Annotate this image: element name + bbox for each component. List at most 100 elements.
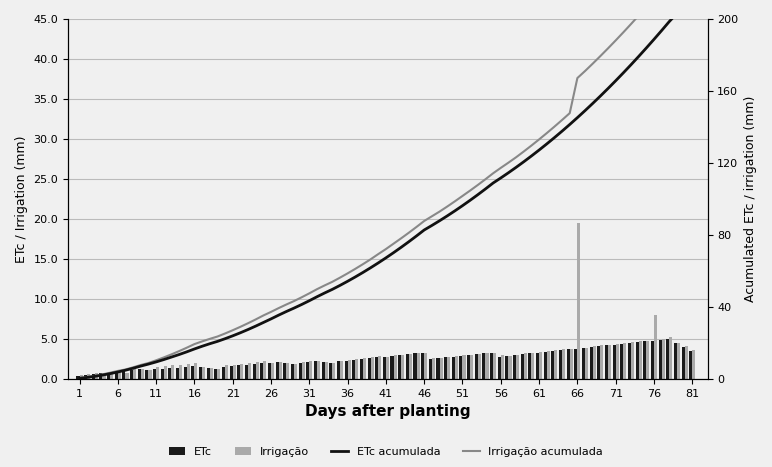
Bar: [520, 354, 523, 379]
Bar: [554, 350, 557, 379]
Bar: [601, 346, 604, 379]
Legend: ETc, Irrigação, ETc acumulada, Irrigação acumulada: ETc, Irrigação, ETc acumulada, Irrigação…: [164, 442, 608, 461]
Bar: [337, 361, 340, 379]
Bar: [386, 357, 389, 379]
Bar: [310, 361, 313, 379]
Bar: [470, 355, 473, 379]
Bar: [84, 375, 87, 379]
Bar: [232, 365, 235, 379]
Bar: [692, 350, 696, 379]
Bar: [260, 363, 263, 379]
Bar: [107, 373, 110, 379]
Bar: [240, 364, 243, 379]
Bar: [432, 358, 435, 379]
Bar: [417, 354, 420, 379]
Bar: [283, 363, 286, 379]
Bar: [391, 356, 394, 379]
Bar: [371, 357, 374, 379]
Bar: [654, 315, 657, 379]
Bar: [225, 366, 228, 379]
Bar: [577, 223, 581, 379]
Bar: [585, 348, 588, 379]
Bar: [161, 368, 164, 379]
Y-axis label: Acumulated ETc / irrigation (mm): Acumulated ETc / irrigation (mm): [744, 96, 757, 302]
Bar: [363, 358, 366, 379]
Bar: [490, 353, 493, 379]
Bar: [401, 355, 405, 379]
Bar: [643, 341, 646, 379]
Bar: [299, 363, 302, 379]
Bar: [685, 346, 688, 379]
Bar: [422, 353, 424, 379]
Bar: [394, 355, 397, 379]
Bar: [628, 343, 631, 379]
Bar: [662, 339, 665, 379]
Bar: [123, 371, 126, 379]
Bar: [215, 368, 218, 379]
Bar: [202, 367, 205, 379]
Bar: [256, 362, 259, 379]
Bar: [677, 343, 680, 379]
Bar: [317, 361, 320, 379]
Bar: [543, 352, 547, 379]
Bar: [424, 353, 427, 379]
Bar: [115, 372, 118, 379]
Bar: [187, 364, 190, 379]
Bar: [409, 354, 412, 379]
Bar: [598, 346, 601, 379]
Bar: [616, 344, 618, 379]
Bar: [513, 355, 516, 379]
Bar: [516, 355, 520, 379]
Bar: [452, 357, 455, 379]
Bar: [455, 356, 458, 379]
Bar: [559, 350, 562, 379]
Bar: [184, 367, 187, 379]
Bar: [302, 362, 305, 379]
Bar: [164, 366, 167, 379]
Bar: [447, 357, 450, 379]
Bar: [482, 354, 486, 379]
Bar: [462, 355, 466, 379]
Bar: [279, 362, 282, 379]
Bar: [486, 354, 489, 379]
Bar: [666, 339, 669, 379]
Bar: [528, 354, 531, 379]
Bar: [539, 352, 542, 379]
Bar: [682, 347, 685, 379]
Bar: [547, 351, 550, 379]
Bar: [141, 368, 144, 379]
Bar: [478, 354, 481, 379]
Bar: [263, 361, 266, 379]
Bar: [133, 369, 136, 379]
Bar: [638, 341, 642, 379]
Bar: [574, 349, 577, 379]
Bar: [613, 345, 616, 379]
Bar: [324, 362, 327, 379]
Bar: [605, 346, 608, 379]
Bar: [87, 374, 90, 379]
Bar: [355, 359, 358, 379]
Bar: [118, 371, 121, 379]
Bar: [620, 344, 623, 379]
Bar: [110, 372, 113, 379]
Bar: [506, 356, 509, 379]
Bar: [659, 340, 662, 379]
Bar: [179, 365, 182, 379]
Bar: [191, 366, 195, 379]
Bar: [398, 355, 401, 379]
Bar: [153, 369, 156, 379]
Bar: [245, 365, 248, 379]
Bar: [80, 375, 83, 379]
Bar: [176, 368, 179, 379]
Bar: [428, 359, 432, 379]
Bar: [646, 340, 649, 379]
Bar: [608, 345, 611, 379]
Bar: [414, 354, 417, 379]
Bar: [218, 368, 221, 379]
Bar: [475, 354, 478, 379]
Bar: [207, 368, 210, 379]
Bar: [493, 353, 496, 379]
Bar: [92, 374, 95, 379]
Bar: [352, 360, 355, 379]
Bar: [76, 376, 80, 379]
